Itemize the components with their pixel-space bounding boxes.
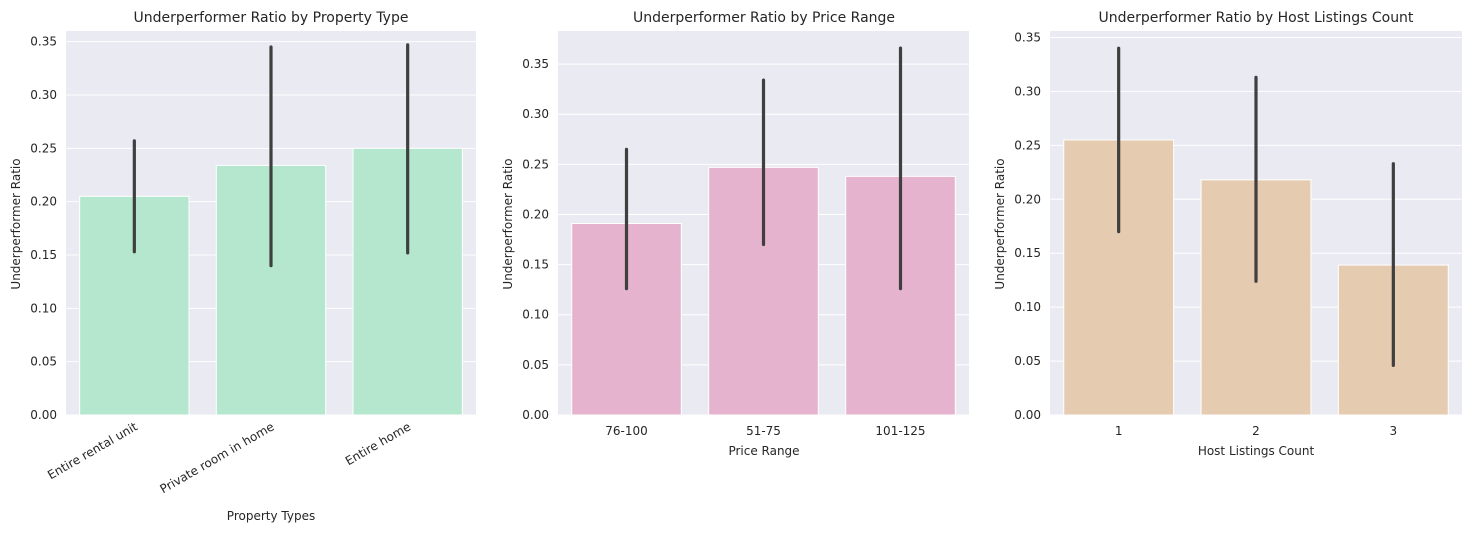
y-tick-label: 0.10 bbox=[1014, 300, 1041, 314]
y-axis-label: Underperformer Ratio bbox=[501, 158, 515, 289]
y-tick-label: 0.00 bbox=[522, 408, 549, 422]
y-tick-label: 0.30 bbox=[522, 107, 549, 121]
y-tick-label: 0.35 bbox=[1014, 30, 1041, 44]
x-tick-label: 101-125 bbox=[875, 424, 925, 438]
y-tick-label: 0.15 bbox=[522, 258, 549, 272]
y-tick-label: 0.00 bbox=[30, 408, 57, 422]
chart-panel-host-listings: Underperformer Ratio by Host Listings Co… bbox=[993, 10, 1462, 458]
x-tick-label: 3 bbox=[1390, 424, 1398, 438]
y-tick-label: 0.25 bbox=[1014, 138, 1041, 152]
y-tick-label: 0.20 bbox=[1014, 192, 1041, 206]
y-tick-label: 0.20 bbox=[522, 207, 549, 221]
y-axis-label: Underperformer Ratio bbox=[993, 158, 1007, 289]
y-tick-label: 0.10 bbox=[30, 301, 57, 315]
y-tick-label: 0.10 bbox=[522, 308, 549, 322]
x-tick-label: Entire home bbox=[343, 419, 413, 468]
y-tick-label: 0.15 bbox=[1014, 246, 1041, 260]
y-tick-label: 0.35 bbox=[522, 57, 549, 71]
x-tick-label: 51-75 bbox=[746, 424, 781, 438]
chart-panel-price-range: Underperformer Ratio by Price Range Pric… bbox=[501, 10, 969, 458]
y-tick-label: 0.30 bbox=[30, 88, 57, 102]
y-tick-label: 0.35 bbox=[30, 35, 57, 49]
x-axis-label: Host Listings Count bbox=[1198, 444, 1315, 458]
x-axis-label: Property Types bbox=[227, 509, 315, 523]
chart-title: Underperformer Ratio by Price Range bbox=[633, 10, 895, 26]
y-tick-label: 0.20 bbox=[30, 195, 57, 209]
y-tick-label: 0.15 bbox=[30, 248, 57, 262]
y-tick-label: 0.05 bbox=[30, 355, 57, 369]
chart-title: Underperformer Ratio by Property Type bbox=[134, 10, 409, 26]
y-tick-label: 0.25 bbox=[522, 157, 549, 171]
chart-panel-property-type: Underperformer Ratio by Property Type Pr… bbox=[9, 10, 476, 523]
x-tick-label: Private room in home bbox=[158, 419, 277, 496]
chart-title: Underperformer Ratio by Host Listings Co… bbox=[1099, 10, 1414, 26]
x-tick-label: 76-100 bbox=[605, 424, 648, 438]
y-tick-label: 0.25 bbox=[30, 141, 57, 155]
y-tick-label: 0.00 bbox=[1014, 408, 1041, 422]
y-tick-label: 0.05 bbox=[522, 358, 549, 372]
y-tick-label: 0.30 bbox=[1014, 84, 1041, 98]
x-tick-label: Entire rental unit bbox=[45, 419, 140, 482]
y-tick-label: 0.05 bbox=[1014, 354, 1041, 368]
x-axis-label: Price Range bbox=[728, 444, 799, 458]
x-tick-label: 2 bbox=[1252, 424, 1260, 438]
y-axis-label: Underperformer Ratio bbox=[9, 158, 23, 289]
x-tick-label: 1 bbox=[1115, 424, 1123, 438]
